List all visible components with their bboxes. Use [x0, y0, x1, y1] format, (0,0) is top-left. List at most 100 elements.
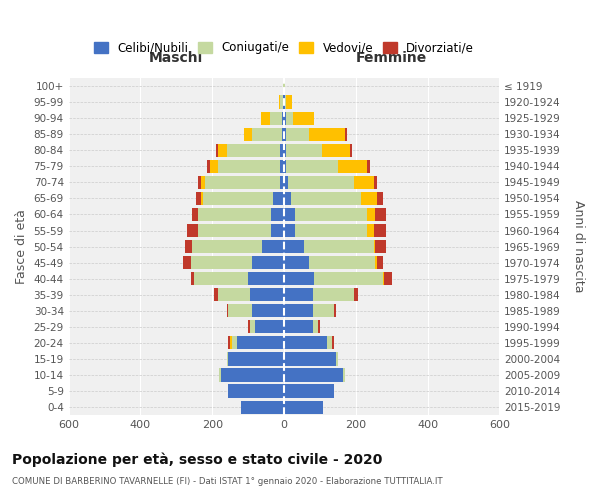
Bar — [218, 160, 280, 173]
Bar — [309, 256, 376, 269]
Bar — [260, 112, 269, 124]
Bar — [343, 368, 345, 382]
Bar — [229, 336, 230, 349]
Legend: Celibi/Nubili, Coniugati/e, Vedovi/e, Divorziati/e: Celibi/Nubili, Coniugati/e, Vedovi/e, Di… — [89, 36, 479, 59]
Bar — [205, 176, 280, 189]
Bar — [216, 144, 218, 157]
Bar — [283, 96, 284, 108]
Bar — [283, 80, 284, 92]
Bar — [383, 272, 385, 285]
Bar — [286, 144, 322, 157]
Bar — [227, 144, 280, 157]
Bar — [280, 144, 284, 157]
Bar — [284, 208, 295, 221]
Bar — [227, 352, 229, 366]
Bar — [280, 176, 284, 189]
Bar — [250, 320, 255, 334]
Bar — [361, 192, 377, 205]
Bar — [214, 288, 218, 302]
Bar — [185, 240, 193, 253]
Bar — [284, 320, 313, 334]
Bar — [286, 128, 309, 141]
Bar — [295, 224, 367, 237]
Bar — [269, 112, 282, 124]
Bar — [284, 336, 327, 349]
Bar — [374, 224, 386, 237]
Bar — [284, 176, 287, 189]
Bar — [271, 208, 284, 221]
Bar — [284, 256, 309, 269]
Bar — [187, 224, 198, 237]
Bar — [251, 128, 282, 141]
Bar — [284, 96, 286, 108]
Bar — [282, 128, 284, 141]
Y-axis label: Anni di nascita: Anni di nascita — [572, 200, 585, 293]
Bar — [374, 240, 376, 253]
Bar — [191, 256, 251, 269]
Bar — [345, 128, 347, 141]
Text: Femmine: Femmine — [356, 51, 427, 65]
Bar — [251, 304, 284, 318]
Bar — [376, 240, 386, 253]
Bar — [314, 272, 383, 285]
Bar — [202, 192, 203, 205]
Bar — [286, 96, 292, 108]
Bar — [377, 256, 383, 269]
Bar — [287, 176, 354, 189]
Bar — [286, 112, 293, 124]
Bar — [284, 384, 334, 398]
Bar — [291, 192, 361, 205]
Bar — [193, 240, 262, 253]
Bar — [238, 336, 284, 349]
Bar — [218, 288, 250, 302]
Bar — [220, 368, 221, 382]
Bar — [248, 320, 250, 334]
Bar — [202, 176, 205, 189]
Bar — [284, 240, 304, 253]
Bar — [350, 144, 352, 157]
Bar — [284, 144, 286, 157]
Bar — [196, 192, 202, 205]
Bar — [338, 160, 367, 173]
Bar — [229, 304, 251, 318]
Bar — [211, 160, 218, 173]
Bar — [327, 336, 332, 349]
Text: Popolazione per età, sesso e stato civile - 2020: Popolazione per età, sesso e stato civil… — [12, 452, 382, 467]
Bar — [354, 176, 374, 189]
Bar — [229, 352, 284, 366]
Bar — [262, 240, 284, 253]
Bar — [280, 96, 283, 108]
Bar — [284, 192, 291, 205]
Bar — [336, 352, 338, 366]
Bar — [198, 176, 202, 189]
Bar — [376, 208, 386, 221]
Bar — [193, 208, 198, 221]
Bar — [286, 160, 338, 173]
Y-axis label: Fasce di età: Fasce di età — [15, 209, 28, 284]
Bar — [385, 272, 392, 285]
Bar — [230, 336, 232, 349]
Bar — [295, 208, 367, 221]
Bar — [313, 320, 318, 334]
Bar — [229, 384, 284, 398]
Bar — [284, 128, 286, 141]
Bar — [218, 144, 227, 157]
Bar — [354, 288, 358, 302]
Bar — [284, 400, 323, 413]
Bar — [198, 224, 271, 237]
Bar — [284, 112, 286, 124]
Bar — [221, 368, 284, 382]
Bar — [232, 336, 238, 349]
Bar — [191, 272, 194, 285]
Bar — [284, 272, 314, 285]
Bar — [376, 256, 377, 269]
Bar — [377, 192, 383, 205]
Bar — [184, 256, 191, 269]
Bar — [334, 304, 336, 318]
Bar — [304, 240, 374, 253]
Bar — [284, 80, 286, 92]
Bar — [322, 144, 350, 157]
Text: Maschi: Maschi — [149, 51, 203, 65]
Bar — [309, 128, 345, 141]
Bar — [332, 336, 334, 349]
